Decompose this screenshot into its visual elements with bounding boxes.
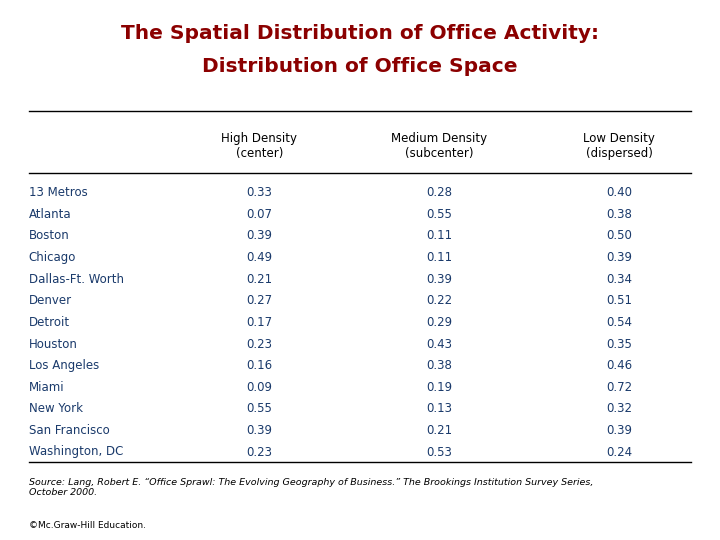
Text: 0.55: 0.55 <box>426 208 452 221</box>
Text: Source: Lang, Robert E. “Office Sprawl: The Evolving Geography of Business.” The: Source: Lang, Robert E. “Office Sprawl: … <box>29 478 593 497</box>
Text: 0.32: 0.32 <box>606 402 632 415</box>
Text: 0.11: 0.11 <box>426 251 452 264</box>
Text: 0.39: 0.39 <box>606 424 632 437</box>
Text: Houston: Houston <box>29 338 78 350</box>
Text: 0.34: 0.34 <box>606 273 632 286</box>
Text: 0.39: 0.39 <box>246 424 272 437</box>
Text: 0.29: 0.29 <box>426 316 452 329</box>
Text: 0.24: 0.24 <box>606 446 632 458</box>
Text: 0.39: 0.39 <box>246 230 272 242</box>
Text: 0.33: 0.33 <box>246 186 272 199</box>
Text: 0.21: 0.21 <box>246 273 272 286</box>
Text: Los Angeles: Los Angeles <box>29 359 99 372</box>
Text: 0.54: 0.54 <box>606 316 632 329</box>
Text: 0.21: 0.21 <box>426 424 452 437</box>
Text: San Francisco: San Francisco <box>29 424 109 437</box>
Text: 0.35: 0.35 <box>606 338 632 350</box>
Text: 0.22: 0.22 <box>426 294 452 307</box>
Text: 0.38: 0.38 <box>606 208 632 221</box>
Text: 13 Metros: 13 Metros <box>29 186 88 199</box>
Text: 0.09: 0.09 <box>246 381 272 394</box>
Text: Distribution of Office Space: Distribution of Office Space <box>202 57 518 76</box>
Text: 0.19: 0.19 <box>426 381 452 394</box>
Text: 0.16: 0.16 <box>246 359 272 372</box>
Text: 0.39: 0.39 <box>606 251 632 264</box>
Text: 0.13: 0.13 <box>426 402 452 415</box>
Text: Miami: Miami <box>29 381 64 394</box>
Text: Boston: Boston <box>29 230 70 242</box>
Text: 0.53: 0.53 <box>426 446 452 458</box>
Text: Atlanta: Atlanta <box>29 208 71 221</box>
Text: 0.23: 0.23 <box>246 446 272 458</box>
Text: 0.49: 0.49 <box>246 251 272 264</box>
Text: 0.23: 0.23 <box>246 338 272 350</box>
Text: 0.11: 0.11 <box>426 230 452 242</box>
Text: ©Mc.Graw-Hill Education.: ©Mc.Graw-Hill Education. <box>29 521 145 530</box>
Text: 0.38: 0.38 <box>426 359 452 372</box>
Text: 0.72: 0.72 <box>606 381 632 394</box>
Text: Low Density
(dispersed): Low Density (dispersed) <box>583 132 655 160</box>
Text: The Spatial Distribution of Office Activity:: The Spatial Distribution of Office Activ… <box>121 24 599 43</box>
Text: Detroit: Detroit <box>29 316 70 329</box>
Text: 0.07: 0.07 <box>246 208 272 221</box>
Text: 0.50: 0.50 <box>606 230 632 242</box>
Text: High Density
(center): High Density (center) <box>221 132 297 160</box>
Text: 0.43: 0.43 <box>426 338 452 350</box>
Text: Chicago: Chicago <box>29 251 76 264</box>
Text: Denver: Denver <box>29 294 72 307</box>
Text: 0.55: 0.55 <box>246 402 272 415</box>
Text: 0.28: 0.28 <box>426 186 452 199</box>
Text: 0.40: 0.40 <box>606 186 632 199</box>
Text: 0.27: 0.27 <box>246 294 272 307</box>
Text: 0.39: 0.39 <box>426 273 452 286</box>
Text: Dallas-Ft. Worth: Dallas-Ft. Worth <box>29 273 124 286</box>
Text: Medium Density
(subcenter): Medium Density (subcenter) <box>391 132 487 160</box>
Text: 0.17: 0.17 <box>246 316 272 329</box>
Text: 0.51: 0.51 <box>606 294 632 307</box>
Text: Washington, DC: Washington, DC <box>29 446 123 458</box>
Text: 0.46: 0.46 <box>606 359 632 372</box>
Text: New York: New York <box>29 402 83 415</box>
